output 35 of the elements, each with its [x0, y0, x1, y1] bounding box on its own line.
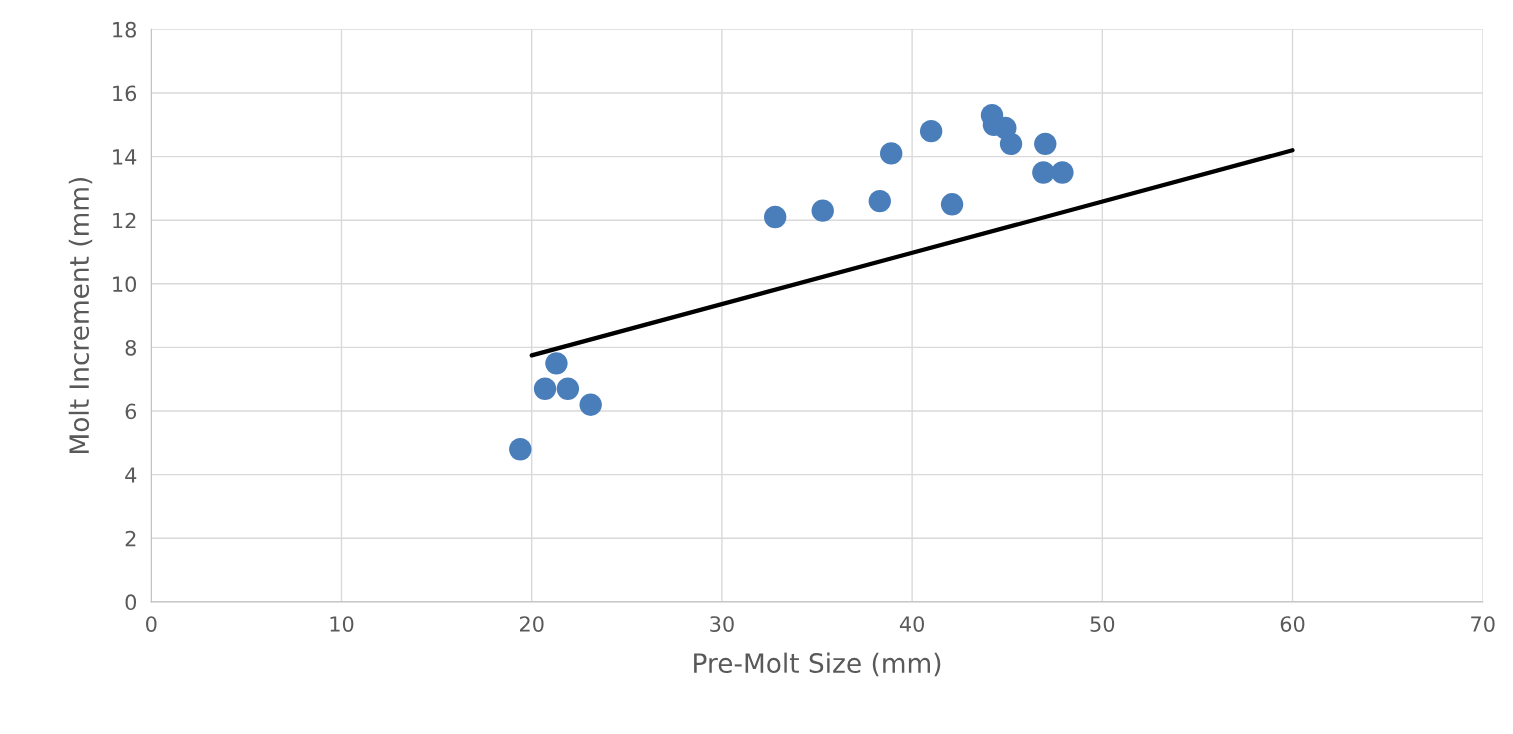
point — [579, 393, 602, 416]
point — [868, 189, 891, 213]
y-tick-label: 16 — [113, 85, 137, 102]
y-tick-label: 6 — [125, 403, 137, 420]
x-tick-label: 50 — [1090, 616, 1115, 632]
x-axis-title: Pre-Molt Size (mm) — [694, 652, 941, 677]
y-tick-label: 4 — [125, 467, 137, 483]
x-tick-label: 70 — [1471, 616, 1495, 632]
x-tick-label: 10 — [330, 616, 354, 632]
y-tick-label: 8 — [125, 339, 136, 356]
y-tick-label: 14 — [113, 149, 137, 165]
y-tick-label: 2 — [125, 530, 136, 547]
point — [940, 193, 964, 216]
point — [811, 199, 834, 222]
y-tick-label: 12 — [113, 212, 136, 229]
point — [763, 205, 787, 229]
point — [999, 132, 1023, 156]
y-tick-label: 18 — [113, 21, 136, 38]
y-tick-label: 10 — [113, 276, 137, 293]
point — [556, 377, 580, 400]
point — [1034, 132, 1057, 156]
x-tick-label: 0 — [146, 616, 157, 632]
y-axis-title: Molt Increment (mm) — [68, 177, 93, 453]
y-tick-label: 0 — [125, 594, 137, 611]
point — [1032, 161, 1055, 184]
x-tick-label: 40 — [899, 616, 924, 632]
point — [509, 438, 532, 461]
point — [880, 142, 903, 165]
point — [545, 352, 568, 375]
point — [919, 119, 943, 143]
x-tick-label: 30 — [710, 616, 734, 632]
point — [1051, 161, 1074, 184]
x-tick-label: 20 — [519, 616, 544, 632]
point — [533, 377, 557, 400]
x-tick-label: 60 — [1280, 616, 1305, 632]
